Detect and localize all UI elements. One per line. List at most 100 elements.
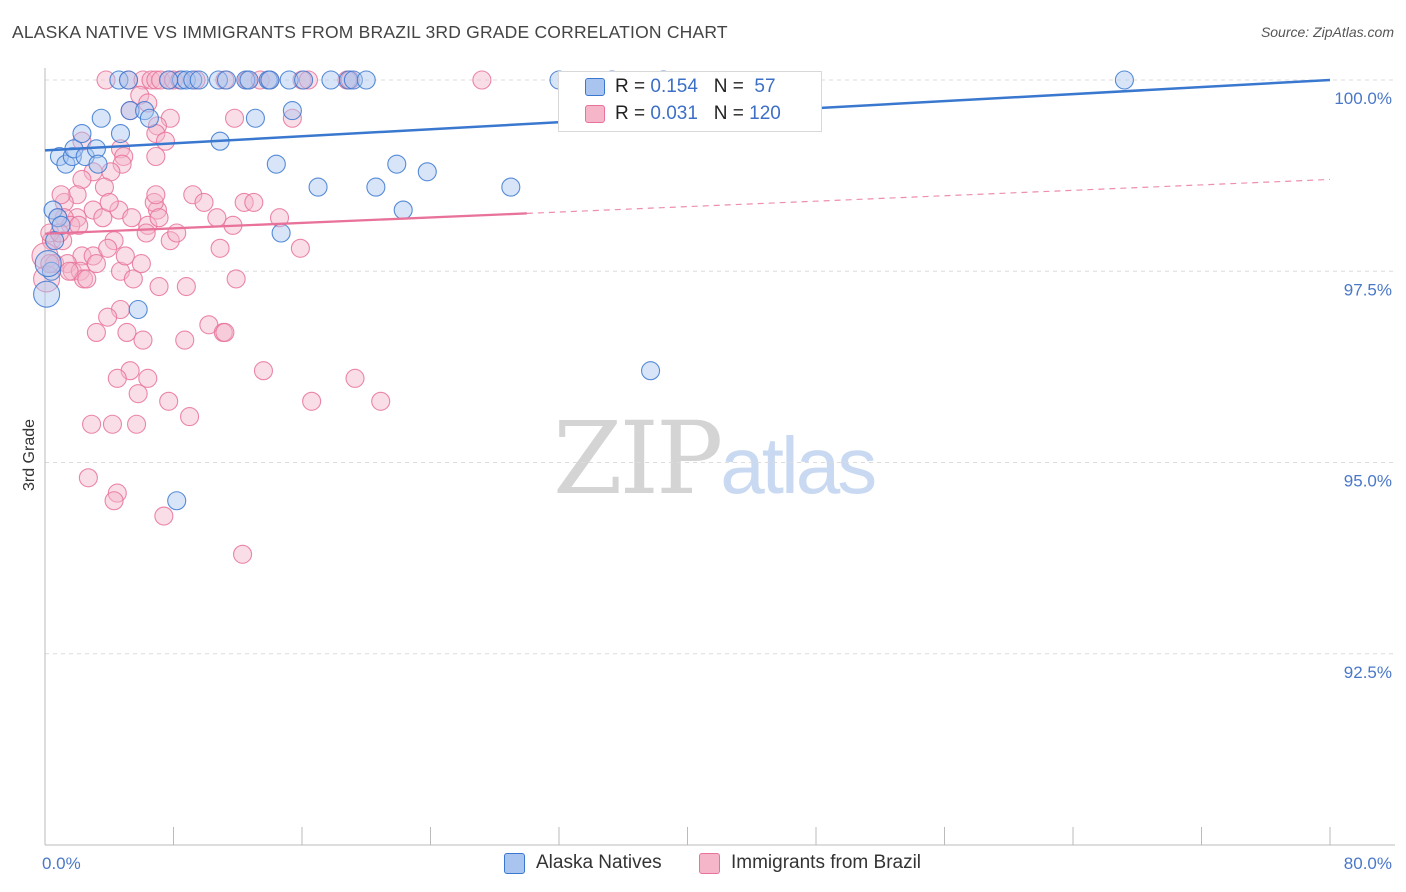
- brazil-point: [147, 116, 167, 136]
- brazil-point: [298, 70, 318, 90]
- brazil-point: [159, 391, 179, 411]
- bottom-legend-label: Alaska Natives: [536, 852, 662, 873]
- brazil-point: [154, 506, 174, 526]
- brazil-point: [70, 261, 90, 281]
- alaska-point: [308, 177, 328, 197]
- brazil-point: [183, 185, 203, 205]
- brazil-point: [59, 261, 79, 281]
- brazil-point: [99, 192, 119, 212]
- alaska-point: [139, 108, 159, 128]
- brazil-point: [146, 185, 166, 205]
- n-value: 57: [754, 76, 776, 97]
- brazil-point: [207, 208, 227, 228]
- chart-title: ALASKA NATIVE VS IMMIGRANTS FROM BRAZIL …: [12, 22, 728, 42]
- brazil-point: [131, 254, 151, 274]
- axes: [44, 68, 1395, 846]
- r-value: 0.154: [650, 76, 698, 97]
- alaska-point: [393, 200, 413, 220]
- brazil-point: [176, 276, 196, 297]
- alaska-point: [110, 124, 131, 144]
- legend-text-alaska: R = 0.154 N = 57: [615, 76, 776, 98]
- brazil-point: [78, 468, 98, 488]
- brazil-point: [115, 246, 135, 266]
- alaska-point: [45, 231, 65, 251]
- legend-text-brazil: R = 0.031 N = 120: [615, 103, 781, 125]
- alaska-point: [294, 70, 314, 90]
- series-alaska-natives: [33, 70, 1134, 511]
- legend-swatch-blue: [585, 78, 605, 96]
- alaska-point: [1114, 70, 1134, 90]
- alaska-point: [183, 70, 203, 90]
- alaska-point: [167, 491, 187, 511]
- brazil-point: [98, 307, 118, 327]
- brazil-point: [345, 368, 365, 388]
- alaska-point: [208, 70, 229, 90]
- brazil-point: [472, 70, 492, 90]
- trend-line-brazil: [44, 212, 527, 235]
- brazil-point: [244, 192, 264, 212]
- bottom-legend-alaska-natives: Alaska Natives: [504, 852, 662, 874]
- r-label: R =: [615, 103, 651, 124]
- brazil-point: [290, 238, 310, 258]
- y-tick-label: 95.0%: [1344, 472, 1392, 491]
- watermark-atlas: atlas: [720, 421, 877, 510]
- brazil-point: [98, 238, 118, 258]
- bottom-legend-swatch-pink: [699, 852, 720, 874]
- brazil-point: [155, 131, 176, 151]
- alaska-point: [239, 70, 259, 90]
- brazil-point: [40, 254, 60, 274]
- alaska-point: [128, 299, 148, 320]
- bottom-legend-immigrants-brazil: Immigrants from Brazil: [699, 852, 921, 874]
- brazil-point: [167, 223, 187, 243]
- brazil-point: [144, 192, 164, 212]
- legend-swatch-pink: [585, 105, 605, 123]
- y-tick-label: 100.0%: [1334, 89, 1392, 108]
- series-immigrants-from-brazil: [31, 70, 492, 564]
- y-tick-label: 97.5%: [1344, 280, 1392, 299]
- brazil-point: [180, 407, 200, 427]
- brazil-point: [77, 269, 97, 289]
- alaska-point: [56, 154, 76, 174]
- brazil-point: [128, 384, 148, 404]
- alaska-point: [48, 208, 68, 228]
- brazil-point: [175, 330, 195, 350]
- alaska-point: [189, 70, 209, 90]
- brazil-point: [149, 208, 169, 228]
- alaska-point: [91, 108, 111, 128]
- alaska-point: [321, 70, 341, 90]
- brazil-point: [224, 108, 245, 128]
- brazil-point: [215, 322, 235, 343]
- source-label: Source: ZipAtlas.com: [1260, 24, 1394, 40]
- brazil-point: [112, 154, 132, 174]
- brazil-point: [107, 483, 127, 503]
- brazil-point: [82, 414, 102, 434]
- brazil-point: [146, 146, 166, 167]
- alaska-point: [41, 261, 61, 281]
- brazil-point: [233, 544, 253, 564]
- alaska-point: [120, 101, 140, 121]
- alaska-point: [260, 70, 280, 90]
- brazil-point: [226, 269, 246, 289]
- bottom-legend-label: Immigrants from Brazil: [731, 852, 922, 873]
- brazil-point: [234, 192, 254, 212]
- watermark: ZIPatlas: [553, 400, 877, 517]
- x-tick-label: 0.0%: [42, 854, 81, 873]
- y-tick-label: 92.5%: [1344, 663, 1392, 682]
- alaska-point: [356, 70, 376, 90]
- alaska-point: [271, 223, 291, 243]
- brazil-point: [83, 200, 103, 220]
- brazil-point: [110, 139, 131, 159]
- bottom-legend-swatch-blue: [504, 852, 525, 874]
- brazil-point: [130, 85, 150, 105]
- brazil-point: [122, 208, 142, 228]
- brazil-point: [250, 70, 270, 90]
- n-label: N =: [713, 103, 750, 124]
- brazil-point: [104, 491, 124, 511]
- brazil-point: [282, 108, 302, 128]
- brazil-point: [136, 223, 156, 243]
- brazil-point: [123, 269, 143, 289]
- alaska-point: [266, 154, 286, 174]
- brazil-point: [147, 200, 167, 220]
- brazil-point: [51, 185, 71, 205]
- n-label: N =: [713, 76, 750, 97]
